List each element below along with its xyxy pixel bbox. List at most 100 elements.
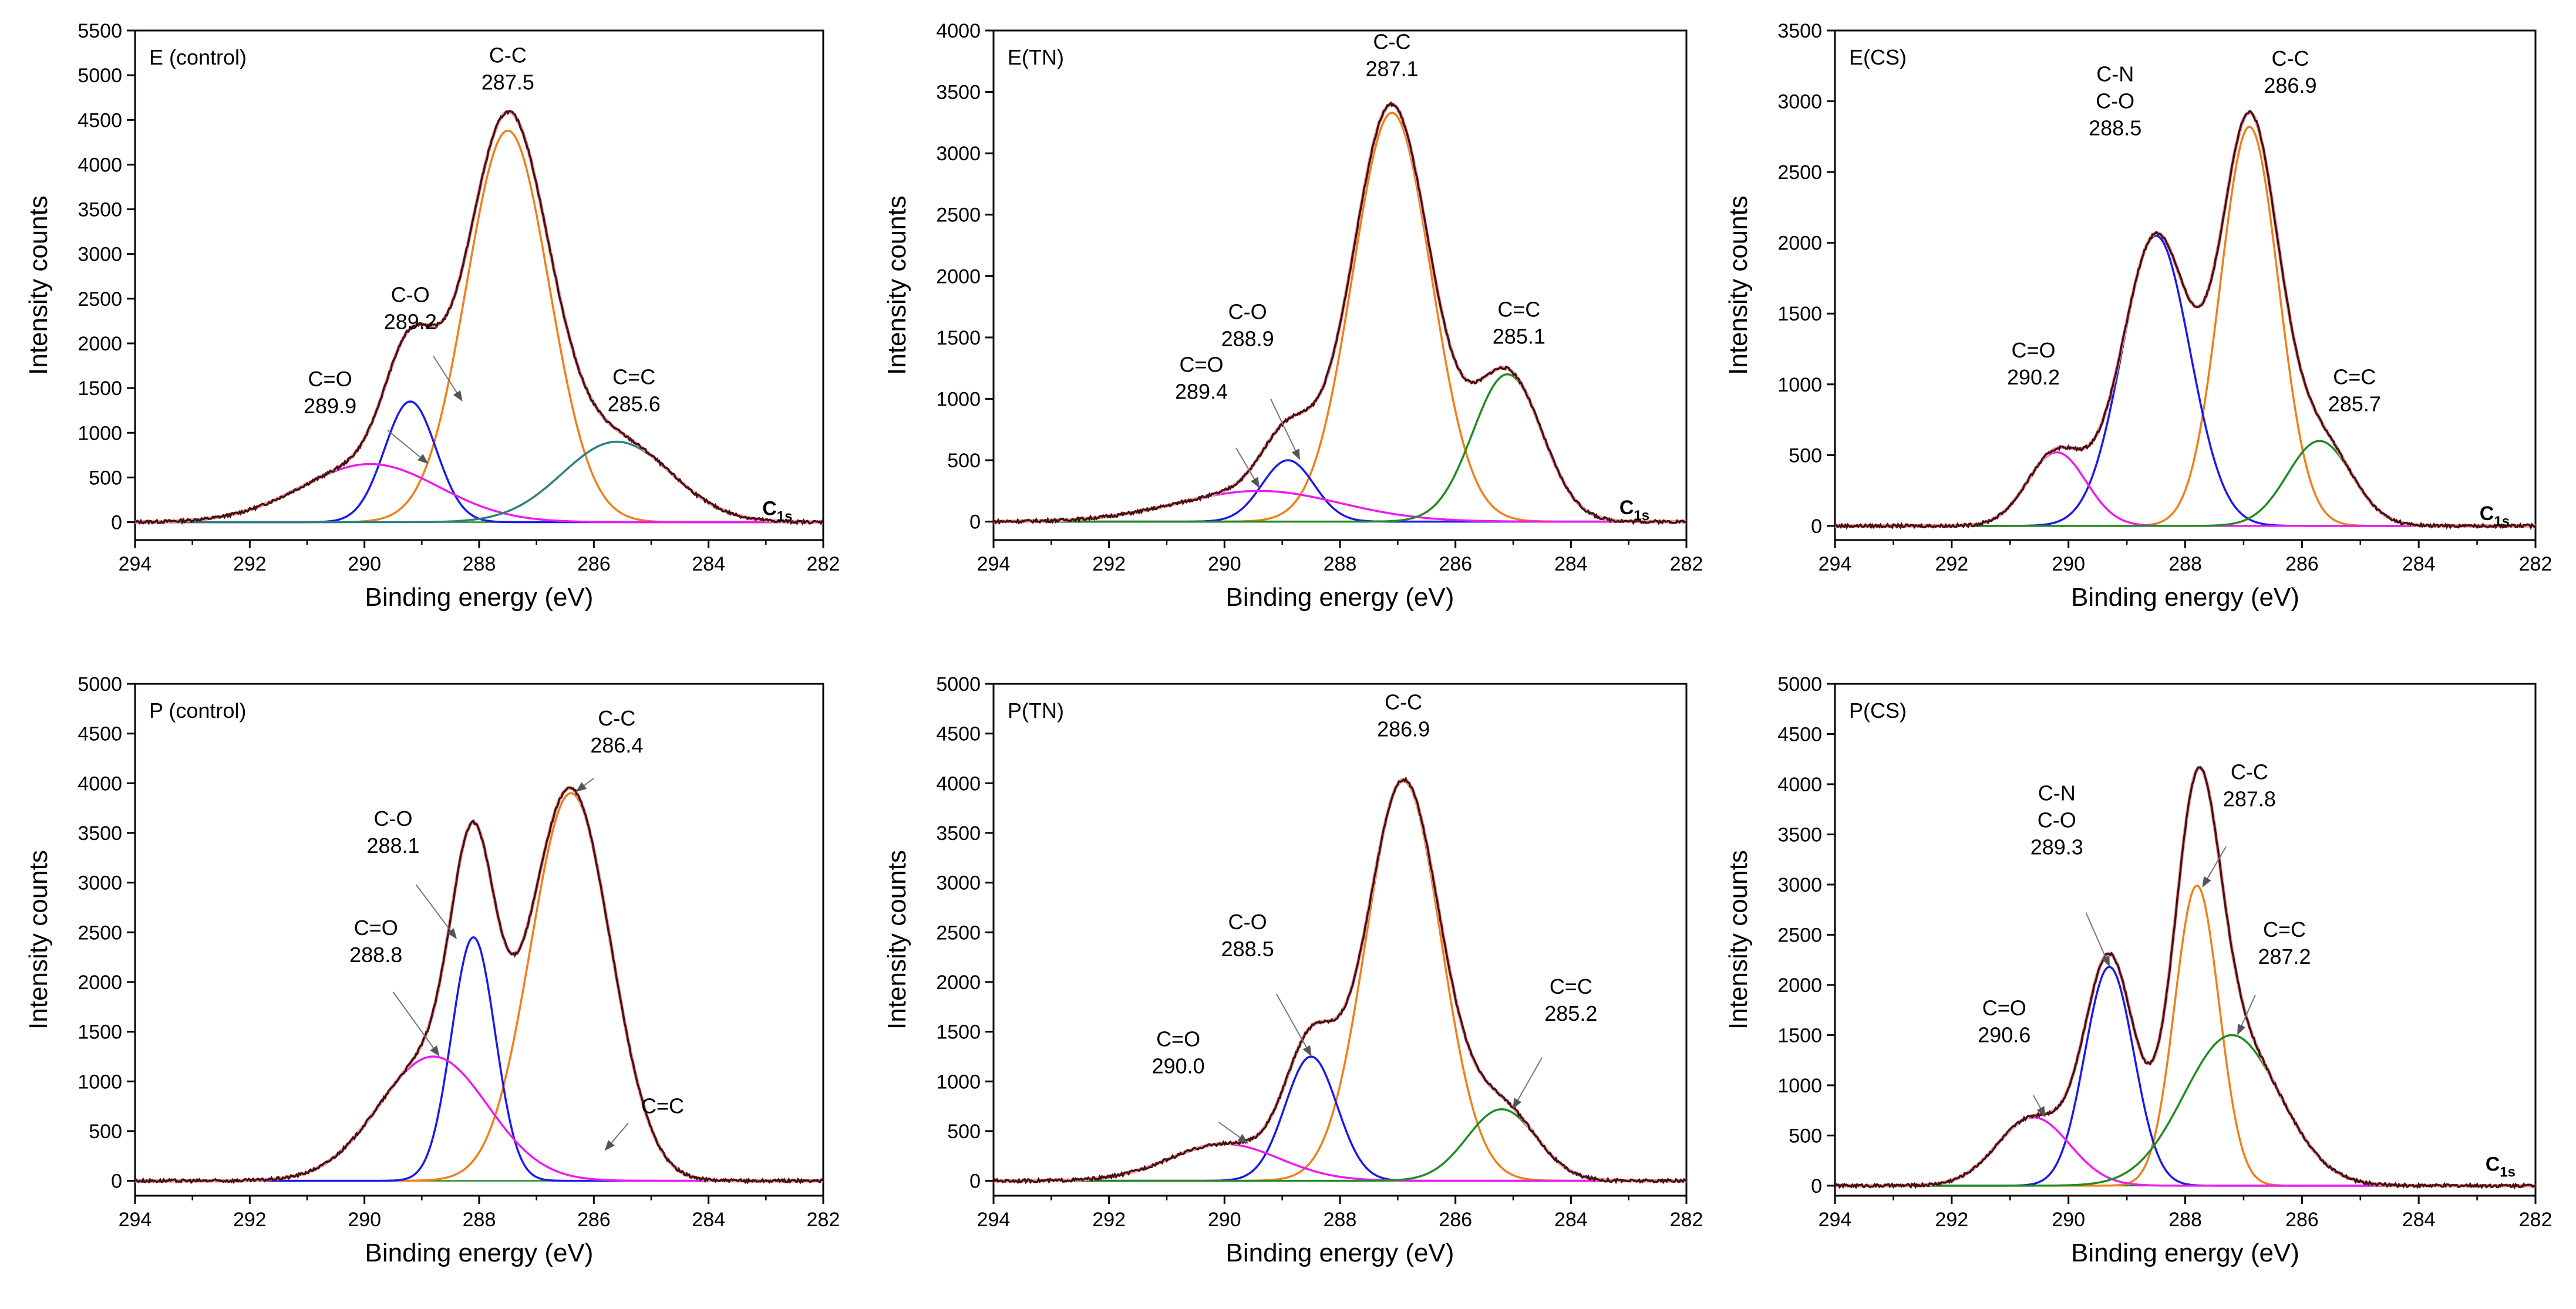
component-curve-c-c	[135, 792, 823, 1182]
peak-label: C-C	[2231, 760, 2268, 784]
peak-label: C-O	[2096, 89, 2134, 113]
c1s-label: C1s	[2486, 1153, 2516, 1180]
experimental-spectrum	[1835, 765, 2535, 1190]
y-tick-label: 5500	[78, 20, 122, 42]
x-tick-label: 284	[692, 553, 725, 575]
peak-label: 287.5	[481, 70, 534, 95]
peak-label: C=C	[2333, 365, 2376, 389]
y-tick-label: 3500	[936, 822, 981, 845]
annotation-arrow	[575, 778, 594, 792]
x-tick-label: 286	[2285, 1209, 2319, 1231]
y-tick-label: 0	[1811, 1175, 1822, 1197]
x-axis-title: Binding energy (eV)	[1226, 583, 1454, 612]
peak-label: C-C	[489, 43, 527, 68]
component-curve-c-n-c-o	[1835, 966, 2535, 1187]
component-curve-c-o	[994, 1055, 1686, 1182]
y-tick-label: 1500	[936, 1021, 981, 1044]
plot-frame	[134, 683, 824, 1197]
y-tick-label: 2500	[1777, 924, 1822, 946]
y-tick-label: 1500	[1777, 303, 1822, 325]
component-curve-c-c	[994, 373, 1686, 523]
peak-label: 290.2	[2007, 365, 2060, 389]
peak-label: C-N	[2038, 781, 2076, 805]
y-tick-label: 3000	[1777, 874, 1822, 896]
x-tick-label: 290	[2052, 1209, 2085, 1231]
y-tick-label: 2000	[1777, 232, 1822, 255]
panel-title: E(TN)	[1008, 45, 1064, 69]
experimental-spectrum	[135, 109, 823, 526]
x-tick-label: 286	[2285, 553, 2319, 575]
x-tick-label: 294	[1819, 553, 1852, 575]
c1s-label: C1s	[2480, 502, 2510, 529]
peak-label: C=O	[2012, 338, 2056, 362]
y-tick-label: 2500	[78, 288, 122, 311]
y-tick-label: 2000	[78, 971, 122, 994]
y-tick-label: 4000	[936, 772, 981, 795]
y-tick-label: 3500	[78, 822, 122, 845]
y-tick-label: 1000	[1777, 374, 1822, 396]
peak-label: C-O	[1228, 300, 1267, 324]
peak-label: C-C	[598, 706, 635, 730]
peak-label: C=O	[1156, 1027, 1200, 1051]
y-tick-label: 0	[111, 1170, 122, 1193]
y-tick-label: 2000	[1777, 974, 1822, 997]
component-curve-c-c	[994, 1108, 1686, 1182]
annotation-arrow	[2085, 912, 2110, 967]
component-curve-c-c	[1835, 440, 2535, 527]
peak-label: C-O	[391, 283, 430, 307]
peak-label: C-C	[2271, 46, 2309, 70]
x-tick-label: 290	[1208, 553, 1241, 575]
y-axis-title: Intensity counts	[1724, 195, 1753, 375]
panel-3: 294 292 290 288 286 284 282 0 500 1000 1500 2000 250…	[1724, 20, 2552, 612]
x-tick-label: 286	[1439, 1209, 1472, 1231]
y-tick-label: 4500	[936, 723, 981, 745]
y-tick-label: 3500	[1777, 824, 1822, 846]
x-tick-label: 282	[807, 1209, 840, 1231]
x-tick-label: 290	[1208, 1209, 1241, 1231]
peak-label: 288.9	[1221, 327, 1274, 351]
x-tick-label: 292	[233, 553, 267, 575]
y-axis-title: Intensity counts	[883, 195, 911, 375]
y-tick-label: 3000	[1777, 91, 1822, 113]
x-tick-label: 288	[463, 553, 496, 575]
x-tick-label: 286	[577, 553, 611, 575]
annotation-arrow	[604, 1122, 629, 1151]
panel-title: P(CS)	[1849, 699, 1907, 723]
y-tick-label: 5000	[78, 673, 122, 696]
fit-envelope	[135, 110, 823, 524]
x-axis-title: Binding energy (eV)	[365, 583, 594, 612]
x-tick-label: 290	[348, 1209, 381, 1231]
annotation-arrow	[1513, 1057, 1543, 1109]
plot-frame	[134, 29, 824, 541]
y-tick-label: 0	[969, 1170, 981, 1193]
y-tick-label: 3000	[78, 872, 122, 895]
peak-label: 287.2	[2258, 944, 2311, 969]
peak-label: 285.1	[1493, 324, 1545, 348]
peak-label: C=C	[641, 1094, 684, 1118]
y-tick-label: 2000	[936, 971, 981, 994]
x-tick-label: 286	[577, 1209, 611, 1231]
x-tick-label: 284	[1554, 1209, 1588, 1231]
c1s-label: C1s	[1619, 497, 1649, 524]
experimental-spectrum	[1835, 110, 2535, 530]
annotation-arrow	[1275, 993, 1312, 1057]
x-axis-title: Binding energy (eV)	[1226, 1239, 1454, 1267]
x-axis-title: Binding energy (eV)	[2071, 583, 2299, 612]
peak-label: C=C	[1550, 974, 1592, 998]
x-tick-label: 294	[1819, 1209, 1852, 1231]
y-tick-label: 0	[111, 512, 122, 534]
component-curve-c-o	[994, 459, 1686, 523]
y-tick-label: 3500	[1777, 20, 1822, 42]
peak-label: 287.1	[1365, 56, 1418, 80]
y-tick-label: 4000	[1777, 774, 1822, 796]
peak-label: 289.9	[304, 394, 356, 418]
x-tick-label: 288	[1324, 553, 1357, 575]
peak-label: C=O	[308, 367, 352, 391]
y-tick-label: 0	[1811, 515, 1822, 538]
peak-label: C=C	[612, 365, 655, 389]
component-curve-c-o	[135, 1055, 823, 1182]
x-tick-label: 288	[2168, 553, 2202, 575]
peak-label: 286.9	[2264, 73, 2316, 97]
peak-label: 289.2	[384, 310, 437, 334]
y-axis-title: Intensity counts	[1724, 850, 1753, 1030]
